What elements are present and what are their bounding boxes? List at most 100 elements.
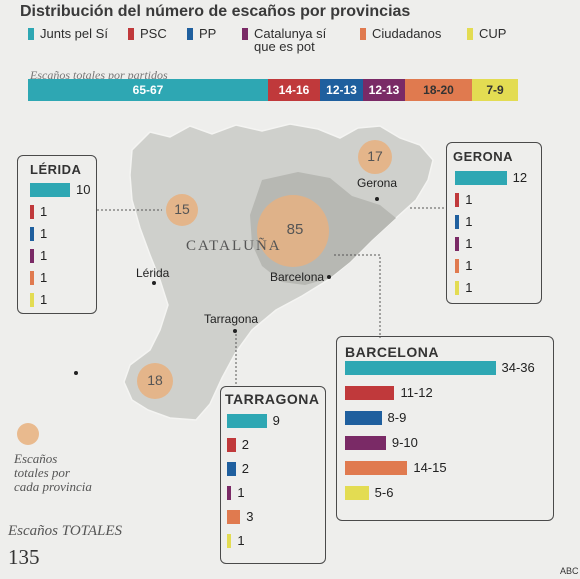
gerona-box: GERONA 12 1 1 1 1 1	[446, 142, 542, 304]
barcelona-city-dot	[327, 275, 331, 279]
gerona-seat-bar	[455, 171, 507, 185]
legend-swatch	[187, 28, 193, 40]
party-bar-segment: 12-13	[320, 79, 363, 101]
tarragona-header: TARRAGONA	[225, 391, 320, 407]
tarragona-seat-bar	[227, 510, 241, 524]
barcelona-seat-count: 85	[286, 221, 304, 238]
gerona-seat-value: 1	[465, 258, 473, 273]
gerona-seat-value: 1	[465, 280, 473, 295]
barcelona-seat-circle	[257, 195, 329, 267]
tarragona-city-dot	[233, 329, 237, 333]
party-bar-segment: 12-13	[363, 79, 405, 101]
barcelona-seat-value: 34-36	[501, 360, 535, 375]
legend-swatch	[242, 28, 248, 40]
lerida-seat-bar	[30, 205, 34, 219]
gerona-header: GERONA	[453, 149, 514, 164]
gerona-seat-value: 12	[512, 170, 528, 185]
tarragona-seat-count: 18	[147, 372, 163, 388]
lerida-seat-value: 1	[40, 248, 48, 263]
legend-swatch	[467, 28, 473, 40]
lerida-seat-bar	[30, 293, 34, 307]
tarragona-seat-bar	[227, 462, 236, 476]
lerida-city-dot	[152, 281, 156, 285]
gerona-city-label: Gerona	[357, 176, 398, 190]
party-bar-segment: 18-20	[405, 79, 472, 101]
lerida-seat-circle	[166, 194, 198, 226]
lerida-seat-value: 1	[40, 270, 48, 285]
region-label: CATALUÑA	[186, 238, 282, 254]
key-circle	[17, 423, 39, 445]
tarragona-seat-bar	[227, 486, 232, 500]
barcelona-seat-value: 11-12	[400, 385, 433, 400]
legend-label: Ciudadanos	[372, 26, 442, 41]
map-dot	[74, 371, 78, 375]
lerida-seat-bar	[30, 183, 70, 197]
gerona-seat-bar	[455, 193, 460, 207]
total-seats-label: Escaños TOTALES	[8, 523, 123, 539]
legend-label: CUP	[479, 26, 507, 41]
legend-label: PP	[199, 26, 217, 41]
tarragona-seat-value: 3	[246, 509, 254, 524]
tarragona-seat-bar	[227, 414, 267, 428]
legend-swatch	[28, 28, 34, 40]
barcelona-seat-bar	[345, 486, 369, 500]
legend-label: Junts pel Sí	[40, 26, 108, 41]
gerona-seat-bar	[455, 281, 460, 295]
barcelona-connector	[334, 254, 381, 338]
gerona-seat-circle	[358, 140, 392, 174]
barcelona-city-label: Barcelona	[270, 270, 325, 284]
tarragona-box: TARRAGONA 9 2 2 1 3 1	[220, 386, 326, 564]
gerona-seat-count: 17	[367, 148, 383, 164]
lerida-header: LÉRIDA	[30, 162, 82, 177]
gerona-seat-bar	[455, 237, 460, 251]
lerida-seat-bar	[30, 249, 34, 263]
lerida-seat-value: 1	[40, 226, 48, 241]
barcelona-header: BARCELONA	[345, 344, 439, 360]
tarragona-seat-bar	[227, 438, 236, 452]
barcelona-seat-value: 5-6	[374, 485, 394, 500]
credit-label: ABC	[560, 566, 579, 576]
barcelona-seat-value: 8-9	[387, 410, 407, 425]
tarragona-seat-value: 9	[272, 413, 280, 428]
tarragona-seat-bar	[227, 534, 232, 548]
legend-swatch	[128, 28, 134, 40]
barcelona-seat-bar	[345, 361, 496, 375]
gerona-seat-bar	[455, 215, 460, 229]
chart-title: Distribución del número de escaños por p…	[20, 3, 411, 20]
key-label: Escaños totales por cada provincia	[14, 451, 92, 494]
barcelona-seat-value: 9-10	[391, 435, 418, 450]
lerida-seat-bar	[30, 271, 34, 285]
lerida-box: LÉRIDA 10 1 1 1 1 1	[17, 155, 97, 314]
barcelona-seat-bar	[345, 461, 408, 475]
lerida-city-label: Lérida	[136, 266, 170, 280]
party-bar-segment: 7-9	[472, 79, 518, 101]
gerona-seat-bar	[455, 259, 460, 273]
lerida-seat-bar	[30, 227, 34, 241]
tarragona-seat-value: 2	[241, 437, 250, 452]
gerona-seat-value: 1	[465, 236, 473, 251]
lerida-seat-value: 1	[40, 292, 48, 307]
party-bar-segment: 14-16	[268, 79, 320, 101]
legend-label: Catalunya sí que es pot	[254, 26, 327, 54]
tarragona-seat-value: 1	[237, 485, 245, 500]
lerida-seat-value: 10	[76, 182, 91, 197]
legend-swatch	[360, 28, 366, 40]
barcelona-seat-bar	[345, 411, 382, 425]
lerida-seat-count: 15	[174, 201, 190, 217]
tarragona-city-label: Tarragona	[204, 312, 259, 326]
tarragona-seat-value: 2	[241, 461, 250, 476]
party-bar-subtitle: Escaños totales por partidos	[30, 68, 168, 82]
gerona-city-dot	[375, 197, 379, 201]
legend-label: PSC	[140, 26, 167, 41]
barcelona-seat-bar	[345, 436, 386, 450]
tarragona-seat-value: 1	[237, 533, 245, 548]
barcelona-box: BARCELONA 34-36 11-12 8-9 9-10 14-15 5-6	[336, 336, 554, 521]
total-seats-value: 135	[8, 545, 40, 569]
party-totals-bar: 65-67 14-16 12-13 12-13 18-20 7-9	[28, 79, 518, 101]
barcelona-seat-bar	[345, 386, 395, 400]
tarragona-seat-circle	[137, 363, 173, 399]
gerona-seat-value: 1	[465, 192, 473, 207]
barcelona-seat-value: 14-15	[413, 460, 447, 475]
party-bar-segment: 65-67	[28, 79, 268, 101]
